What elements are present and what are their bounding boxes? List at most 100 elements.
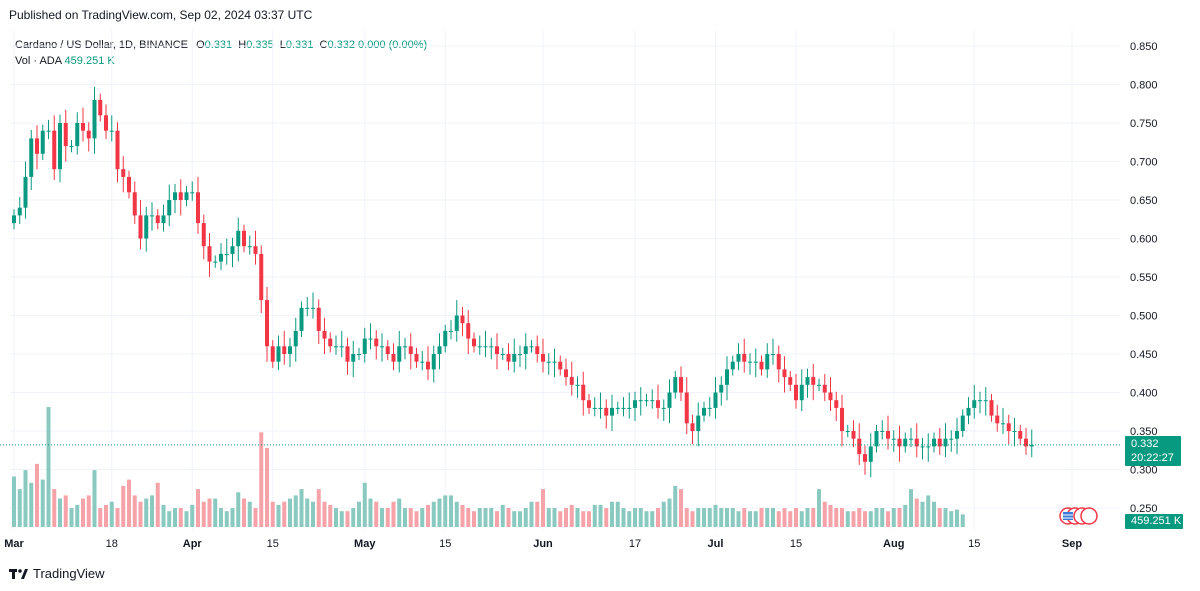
candle-body bbox=[805, 377, 810, 385]
open-value: 0.331 bbox=[204, 39, 233, 51]
candle-body bbox=[270, 346, 275, 362]
y-tick-label: 0.300 bbox=[1130, 465, 1158, 477]
candle-body bbox=[213, 261, 218, 263]
candle-body bbox=[621, 407, 626, 409]
brand-name: TradingView bbox=[33, 566, 105, 581]
candle-body bbox=[926, 446, 931, 448]
candle-body bbox=[265, 300, 269, 347]
high-label: H bbox=[238, 39, 247, 51]
candle-body bbox=[426, 361, 430, 370]
volume-bar bbox=[845, 511, 850, 527]
volume-bar bbox=[558, 511, 563, 527]
chart-legend: Cardano / US Dollar, 1D, BINANCE O0.331 … bbox=[15, 37, 427, 69]
volume-bar bbox=[155, 482, 160, 527]
volume-bar bbox=[788, 511, 793, 527]
candle-body bbox=[736, 354, 741, 362]
candle-body bbox=[500, 354, 505, 355]
x-tick-label: Aug bbox=[883, 538, 904, 550]
candle-body bbox=[966, 407, 971, 416]
volume-bar bbox=[771, 508, 775, 527]
candle-body bbox=[955, 431, 959, 439]
change-value: 0.000 (0.00%) bbox=[358, 39, 428, 51]
volume-bar bbox=[178, 508, 183, 527]
candle-body bbox=[150, 215, 154, 217]
last-price-tag: 0.332 20:22:27 bbox=[1125, 436, 1181, 466]
candle-body bbox=[466, 323, 471, 339]
candle-body bbox=[558, 361, 563, 370]
volume-bar bbox=[293, 495, 298, 527]
volume-bar bbox=[673, 485, 678, 527]
volume-bar bbox=[86, 495, 91, 527]
volume-bar bbox=[874, 508, 879, 527]
volume-bar bbox=[753, 511, 758, 527]
volume-bar bbox=[759, 508, 764, 527]
candle-body bbox=[713, 392, 718, 408]
events-icon bbox=[1059, 507, 1098, 525]
candle-body bbox=[1006, 423, 1011, 431]
candle-body bbox=[23, 176, 28, 208]
candle-body bbox=[224, 253, 229, 255]
candle-body bbox=[236, 230, 241, 247]
candle-body bbox=[851, 431, 856, 439]
volume-bar bbox=[581, 511, 586, 527]
candle-body bbox=[673, 377, 678, 393]
x-tick-label: Mar bbox=[4, 538, 24, 550]
candle-body bbox=[92, 99, 97, 139]
volume-bar bbox=[362, 482, 367, 527]
candle-body bbox=[437, 346, 442, 354]
candle-body bbox=[799, 384, 804, 401]
volume-bar bbox=[460, 504, 465, 527]
candle-body bbox=[385, 346, 390, 354]
volume-bar bbox=[29, 482, 34, 527]
candle-body bbox=[35, 138, 39, 154]
candle-body bbox=[311, 307, 315, 309]
volume-bar bbox=[621, 508, 626, 527]
candle-body bbox=[765, 354, 770, 370]
volume-bar bbox=[610, 501, 614, 527]
volume-bar bbox=[926, 495, 931, 527]
volume-bar bbox=[748, 511, 752, 527]
candle-body bbox=[920, 446, 925, 448]
volume-bar bbox=[736, 511, 741, 527]
volume-bar bbox=[587, 511, 591, 527]
volume-bar bbox=[184, 511, 189, 527]
volume-bar bbox=[35, 463, 39, 527]
x-axis-ticks: Mar 18 Apr 15 May 15 Jun 17 Jul 15 Aug 15 Sep bbox=[4, 538, 1082, 550]
volume-bar bbox=[529, 501, 534, 527]
candle-body bbox=[719, 384, 724, 393]
volume-bar bbox=[357, 501, 361, 527]
x-tick-label: 15 bbox=[267, 538, 279, 550]
x-tick-label: May bbox=[354, 538, 376, 550]
last-volume-tag: 459.251 K bbox=[1125, 514, 1183, 529]
volume-bar bbox=[328, 504, 333, 527]
candle-body bbox=[483, 346, 488, 348]
candle-body bbox=[610, 407, 614, 416]
volume-bar bbox=[299, 489, 304, 527]
volume-bar bbox=[880, 508, 885, 527]
candle-body bbox=[293, 330, 298, 347]
volume-label[interactable]: Vol · ADA bbox=[15, 55, 62, 67]
volume-bar bbox=[385, 508, 390, 527]
candle-body bbox=[190, 192, 195, 194]
volume-line: Vol · ADA 459.251 K bbox=[15, 53, 427, 69]
volume-bar bbox=[322, 501, 327, 527]
candle-body bbox=[46, 130, 51, 132]
volume-bar bbox=[489, 508, 494, 527]
volume-bar bbox=[661, 501, 666, 527]
candle-body bbox=[771, 354, 775, 355]
candle-body bbox=[978, 400, 982, 402]
candle-body bbox=[863, 454, 867, 462]
candle-body bbox=[178, 192, 183, 200]
volume-bar bbox=[506, 508, 511, 527]
volume-bar bbox=[190, 504, 195, 527]
volume-bar bbox=[702, 508, 706, 527]
tradingview-brand[interactable]: TradingView bbox=[9, 566, 105, 581]
volume-bar bbox=[443, 495, 448, 527]
candle-body bbox=[316, 307, 321, 331]
volume-bar bbox=[817, 489, 821, 527]
y-tick-label: 0.800 bbox=[1130, 80, 1158, 92]
symbol-label[interactable]: Cardano / US Dollar, 1D, BINANCE bbox=[15, 39, 189, 51]
volume-bar bbox=[633, 508, 637, 527]
candle-body bbox=[702, 407, 706, 416]
